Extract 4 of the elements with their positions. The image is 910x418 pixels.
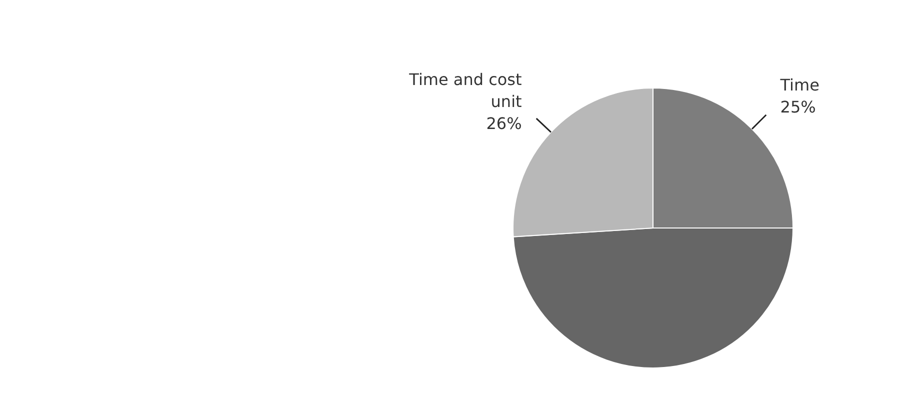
data-label: 25%: [780, 98, 816, 117]
slice-label: Time and cost unit: [408, 70, 522, 111]
data-label: 26%: [486, 114, 522, 133]
slice-label: Time: [779, 76, 820, 95]
